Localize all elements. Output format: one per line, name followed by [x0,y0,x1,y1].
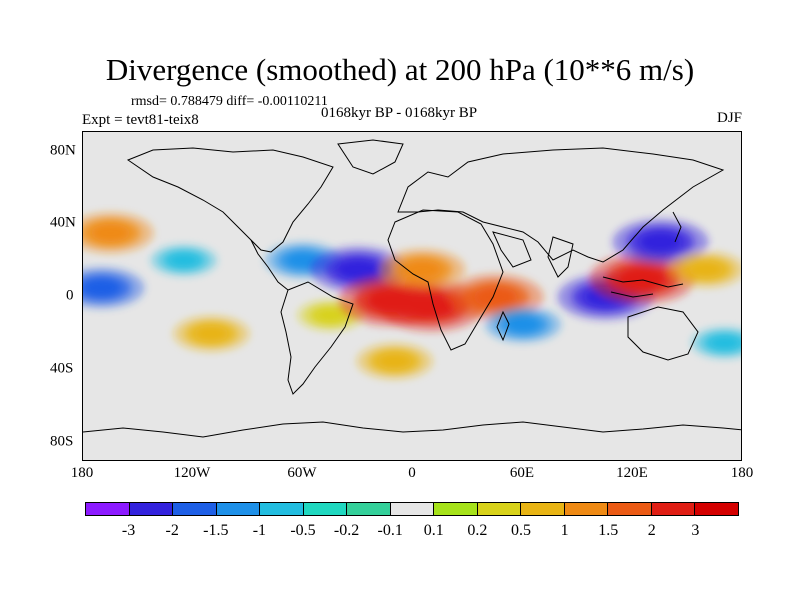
colorbar-segment [477,503,522,515]
colorbar-label: 0.5 [511,522,531,539]
lon-label-60e: 60E [509,465,535,481]
divergence-anomaly [194,325,229,342]
colorbar-label: 0.1 [423,522,444,539]
coast-greenland [337,139,404,175]
divergence-anomaly [91,223,130,243]
coast-india [547,236,574,278]
colorbar-label: -0.1 [377,522,403,539]
coast-north-america [126,147,334,253]
map-canvas [83,139,741,438]
colorbar-segment [608,503,652,515]
lat-label-80s: 80S [50,433,74,450]
lon-label-120e: 120E [616,465,648,481]
stats-text: rmsd= 0.788479 diff= -0.00110211 [131,94,328,109]
colorbar-label: 2 [647,522,656,539]
period-label: 0168kyr BP - 0168kyr BP [321,105,478,121]
colorbar-label: -1 [252,522,267,539]
lat-label-0: 0 [66,287,74,304]
lat-label-80n: 80N [50,142,76,159]
colorbar-label: -0.5 [290,522,316,539]
lon-label-120w: 120W [173,465,211,481]
colorbar-segment [303,503,348,515]
colorbar-segment [347,503,391,515]
colorbar-segment [86,503,130,515]
divergence-anomaly [473,286,518,308]
colorbar-label: 1.5 [598,522,619,539]
divergence-anomaly [315,308,346,323]
colorbar-label: 0.2 [467,522,488,539]
divergence-map [82,131,742,461]
divergence-anomaly [83,278,121,298]
plot-title: Divergence (smoothed) at 200 hPa (10**6 … [105,52,695,87]
coast-indonesia [602,276,684,298]
colorbar-label: 3 [691,522,700,539]
coast-europe-asia [397,147,725,263]
lon-label-180e: 180 [730,465,754,481]
colorbar-label: -1.5 [203,522,229,539]
lat-label-40n: 40N [50,214,76,231]
divergence-anomaly [505,316,541,333]
colorbar-label: 1 [560,522,569,539]
coast-australia [627,306,699,361]
colorbar-segment [173,503,217,515]
divergence-anomaly [638,231,683,253]
colorbar-segment [651,503,696,515]
coast-arabia [492,231,532,268]
colorbar-segment [521,503,565,515]
colorbar-segment [564,503,609,515]
coast-japan [672,211,682,243]
colorbar-segment [390,503,435,515]
divergence-anomaly [689,261,724,278]
season-label: DJF [716,110,742,126]
colorbar-label: -2 [165,522,179,539]
colorbar-segment [216,503,261,515]
divergence-anomaly [618,267,667,291]
divergence-anomaly [407,294,456,318]
coast-antarctica [83,421,741,438]
divergence-anomaly [377,353,412,370]
divergence-anomaly [402,260,442,279]
coast-central-america [250,239,289,291]
colorbar [85,502,739,516]
lon-label-180w: 180 [70,465,94,481]
coast-madagascar [496,310,510,342]
coast-south-america [280,281,354,395]
experiment-label: Expt = tevt81-teix8 [82,112,199,128]
colorbar-segment [695,503,738,515]
colorbar-segment [434,503,478,515]
divergence-anomaly [709,335,740,350]
colorbar-label: -3 [121,522,136,539]
coast-africa [387,209,504,351]
colorbar-label: -0.2 [333,522,360,539]
divergence-anomaly [336,259,380,280]
lon-label-60w: 60W [287,465,317,481]
lon-label-0: 0 [408,465,416,481]
colorbar-segment [129,503,174,515]
colorbar-segment [260,503,304,515]
divergence-anomaly [168,253,199,268]
lat-label-40s: 40S [50,360,74,377]
